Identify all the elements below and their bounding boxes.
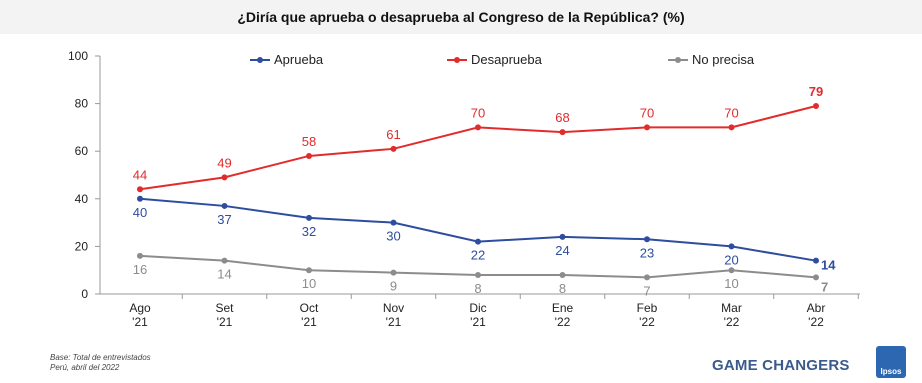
data-label-no-precisa: 7	[643, 283, 650, 298]
data-label-aprueba: 24	[555, 243, 569, 258]
brand-tagline: GAME CHANGERS	[712, 357, 850, 374]
data-label-aprueba: 14	[821, 258, 836, 273]
y-tick-label: 0	[81, 287, 88, 301]
data-label-no-precisa: 10	[724, 276, 738, 291]
data-point-desaprueba	[728, 124, 735, 131]
y-tick-label: 80	[75, 97, 89, 111]
data-label-desaprueba: 49	[217, 155, 231, 170]
data-point-desaprueba	[221, 174, 228, 181]
data-point-aprueba	[644, 236, 650, 243]
data-point-no-precisa	[644, 274, 650, 281]
x-tick-label-year: '22	[555, 315, 571, 329]
data-label-aprueba: 22	[471, 248, 485, 263]
x-tick-label-year: '21	[470, 315, 486, 329]
data-label-desaprueba: 61	[386, 127, 400, 142]
data-point-desaprueba	[306, 152, 312, 159]
x-tick-label-month: Set	[215, 301, 234, 315]
x-tick-label-month: Ago	[129, 301, 151, 315]
data-point-aprueba	[390, 219, 397, 226]
data-label-aprueba: 30	[386, 229, 400, 244]
x-tick-label-year: '22	[808, 315, 824, 329]
footnote: Base: Total de entrevistados Perú, abril…	[50, 353, 151, 373]
data-label-no-precisa: 14	[217, 267, 231, 282]
legend-label-aprueba: Aprueba	[274, 52, 324, 67]
x-tick-label-month: Feb	[637, 301, 658, 315]
x-tick-label-year: '22	[724, 315, 740, 329]
data-point-desaprueba	[475, 124, 481, 131]
data-label-desaprueba: 79	[809, 84, 823, 99]
data-label-aprueba: 32	[302, 224, 316, 239]
data-label-desaprueba: 68	[555, 110, 569, 125]
x-tick-label-year: '22	[639, 315, 655, 329]
data-point-aprueba	[221, 202, 228, 209]
data-point-aprueba	[813, 257, 819, 264]
data-point-desaprueba	[813, 102, 819, 109]
data-point-desaprueba	[644, 124, 650, 131]
data-label-desaprueba: 58	[302, 134, 316, 149]
data-point-desaprueba	[137, 186, 143, 193]
data-label-aprueba: 20	[724, 252, 738, 267]
data-label-aprueba: 37	[217, 212, 231, 227]
data-label-no-precisa: 7	[821, 279, 828, 294]
data-point-no-precisa	[813, 274, 819, 281]
x-tick-label-month: Oct	[300, 301, 319, 315]
x-tick-label-month: Mar	[721, 301, 742, 315]
chart-title: ¿Diría que aprueba o desaprueba al Congr…	[237, 9, 685, 25]
x-tick-label-month: Dic	[469, 301, 486, 315]
y-tick-label: 20	[75, 239, 89, 253]
data-point-no-precisa	[475, 271, 481, 278]
data-point-no-precisa	[390, 269, 397, 276]
legend-marker-aprueba	[257, 57, 263, 63]
x-tick-label-year: '21	[386, 315, 402, 329]
data-label-desaprueba: 70	[471, 105, 485, 120]
legend-label-desaprueba: Desaprueba	[471, 52, 543, 67]
data-label-no-precisa: 10	[302, 276, 316, 291]
y-tick-label: 100	[68, 49, 88, 63]
x-tick-label-year: '21	[301, 315, 317, 329]
data-label-no-precisa: 9	[390, 279, 397, 294]
data-point-no-precisa	[728, 267, 735, 274]
legend-marker-no-precisa	[675, 57, 681, 63]
data-point-desaprueba	[390, 145, 397, 152]
data-point-no-precisa	[559, 271, 566, 278]
data-label-no-precisa: 16	[133, 262, 147, 277]
logo-text: Ipsos	[880, 367, 902, 376]
data-point-desaprueba	[559, 129, 566, 136]
data-label-desaprueba: 70	[724, 105, 738, 120]
title-bar: ¿Diría que aprueba o desaprueba al Congr…	[0, 0, 922, 34]
data-label-aprueba: 40	[133, 205, 147, 220]
data-point-no-precisa	[221, 257, 228, 264]
x-tick-label-year: '21	[217, 315, 233, 329]
x-tick-label-month: Abr	[807, 301, 826, 315]
line-chart: 020406080100Ago'21Set'21Oct'21Nov'21Dic'…	[68, 49, 860, 329]
data-label-no-precisa: 8	[559, 281, 566, 296]
x-tick-label-month: Nov	[383, 301, 404, 315]
x-tick-label-month: Ene	[552, 301, 574, 315]
legend-marker-desaprueba	[454, 57, 460, 63]
data-label-desaprueba: 44	[133, 167, 147, 182]
data-label-aprueba: 23	[640, 245, 654, 260]
data-point-no-precisa	[306, 267, 312, 274]
data-point-aprueba	[306, 214, 312, 221]
data-label-desaprueba: 70	[640, 105, 654, 120]
footnote-date: Perú, abril del 2022	[50, 363, 120, 372]
x-tick-label-year: '21	[132, 315, 148, 329]
footnote-base: Base: Total de entrevistados	[50, 353, 151, 362]
data-label-no-precisa: 8	[474, 281, 481, 296]
legend-label-no-precisa: No precisa	[692, 52, 755, 67]
y-tick-label: 40	[75, 192, 89, 206]
ipsos-logo: Ipsos	[876, 346, 906, 378]
data-point-aprueba	[728, 243, 735, 250]
data-point-aprueba	[559, 233, 566, 240]
data-point-aprueba	[137, 195, 143, 202]
data-point-no-precisa	[137, 252, 143, 259]
y-tick-label: 60	[75, 144, 89, 158]
data-point-aprueba	[475, 238, 481, 245]
